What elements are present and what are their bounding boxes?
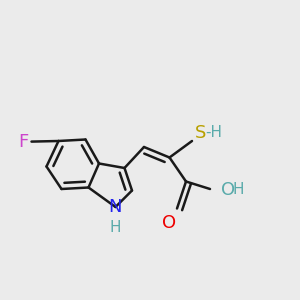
Text: H: H — [232, 182, 244, 197]
Text: H: H — [110, 220, 121, 235]
Text: F: F — [18, 133, 28, 151]
Text: O: O — [220, 181, 235, 199]
Text: N: N — [109, 198, 122, 216]
Text: O: O — [162, 214, 177, 232]
Text: S: S — [195, 124, 206, 142]
Text: -H: -H — [206, 125, 223, 140]
